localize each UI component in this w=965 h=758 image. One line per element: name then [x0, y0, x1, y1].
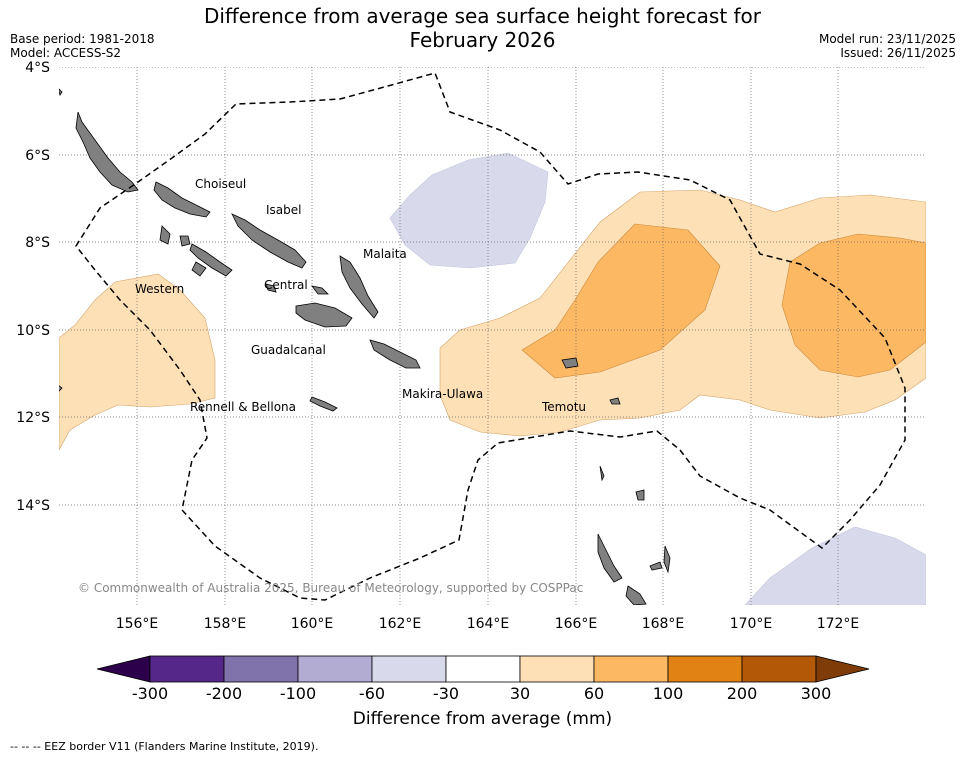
map-title: Difference from average sea surface heig…	[0, 4, 965, 52]
lat-label: 10°S	[16, 323, 50, 339]
colorbar-tick: 300	[801, 684, 832, 700]
colorbar-tick: -30	[433, 684, 459, 700]
province-labels: Choiseul Isabel Malaita Western Central …	[135, 177, 586, 414]
island-isabel	[231, 213, 307, 269]
island-makira	[369, 339, 421, 369]
lon-label: 162°E	[379, 616, 422, 632]
island-lord-howe	[59, 88, 63, 96]
label-choiseul: Choiseul	[195, 177, 246, 191]
island-florida	[311, 285, 329, 295]
island-nukumanu	[59, 385, 63, 392]
eez-border	[75, 72, 906, 601]
colorbar-segment	[445, 655, 521, 683]
island-rendova	[191, 261, 207, 277]
island-santa-cruz	[561, 357, 579, 369]
meta-left: Base period: 1981-2018 Model: ACCESS-S2	[10, 32, 155, 60]
label-malaita: Malaita	[363, 247, 407, 261]
island-maewo	[663, 545, 671, 574]
colorbar-segment	[371, 655, 447, 683]
colorbar-extend-high	[815, 655, 870, 683]
lon-label: 160°E	[291, 616, 334, 632]
colorbar-extend-low	[96, 655, 151, 683]
island-malakula	[625, 585, 647, 605]
island-espiritu-santo	[597, 533, 623, 583]
colorbar-tick: -60	[359, 684, 385, 700]
lon-label: 168°E	[642, 616, 685, 632]
lon-label: 166°E	[555, 616, 598, 632]
lat-label: 4°S	[25, 60, 50, 76]
title-line-1: Difference from average sea surface heig…	[203, 4, 762, 28]
island-rennell	[309, 396, 338, 412]
island-choiseul	[153, 181, 211, 218]
island-vanikoro	[609, 397, 621, 405]
label-central: Central	[264, 278, 308, 292]
island-russell	[265, 283, 277, 293]
eez-legend-note: -- -- -- EEZ border V11 (Flanders Marine…	[10, 740, 319, 753]
latitude-labels: 4°S 6°S 8°S 10°S 12°S 14°S	[16, 60, 50, 514]
colorbar-tick: 60	[584, 684, 604, 700]
colorbar-segment	[223, 655, 299, 683]
copyright-note: © Commonwealth of Australia 2025, Bureau…	[78, 581, 583, 595]
colorbar-label: Difference from average (mm)	[352, 709, 613, 729]
colorbar-ticks: -300 -200 -100 -60 -30 30 60 100 200 300	[132, 684, 831, 700]
colorbar-segment	[593, 655, 669, 683]
label-temotu: Temotu	[541, 400, 586, 414]
colorbar-segment	[149, 655, 225, 683]
colorbar-segment	[741, 655, 817, 683]
island-torres	[599, 465, 605, 482]
label-western: Western	[135, 282, 184, 296]
anomaly-contour-minus30-minus60-north	[389, 152, 549, 269]
colorbar-tick: -100	[280, 684, 316, 700]
model-run: Model run: 23/11/2025	[818, 32, 956, 46]
lat-label: 14°S	[16, 498, 50, 514]
label-makira-ulawa: Makira-Ulawa	[402, 387, 483, 401]
island-new-georgia	[189, 243, 233, 277]
colorbar-tick: -200	[206, 684, 242, 700]
island-banks	[635, 489, 645, 501]
map-figure: Choiseul Isabel Malaita Western Central …	[16, 60, 926, 700]
island-malaita	[339, 255, 379, 319]
colorbar-segment	[519, 655, 595, 683]
colorbar-tick: -300	[132, 684, 168, 700]
lon-label: 164°E	[467, 616, 510, 632]
label-isabel: Isabel	[266, 203, 301, 217]
lon-label: 156°E	[116, 616, 159, 632]
meta-right: Model run: 23/11/2025 Issued: 26/11/2025	[819, 32, 956, 60]
island-vella-lavella	[159, 225, 171, 245]
lat-label: 12°S	[16, 410, 50, 426]
label-guadalcanal: Guadalcanal	[251, 343, 326, 357]
lat-label: 8°S	[25, 235, 50, 251]
island-guadalcanal	[295, 302, 353, 328]
lat-label: 6°S	[25, 148, 50, 164]
colorbar-tick: 30	[510, 684, 530, 700]
land-masses	[59, 88, 671, 605]
island-bougainville	[75, 111, 139, 193]
colorbar-segment	[667, 655, 743, 683]
anomaly-contour-60-100-east-a	[521, 223, 721, 379]
colorbar-segment	[297, 655, 373, 683]
colorbar	[96, 655, 870, 683]
island-ambae	[649, 561, 663, 571]
label-rennell-bellona: Rennell & Bellona	[190, 400, 296, 414]
colorbar-tick: 200	[727, 684, 758, 700]
colorbar-tick: 100	[653, 684, 684, 700]
issued-date: Issued: 26/11/2025	[840, 46, 956, 60]
lon-label: 170°E	[730, 616, 773, 632]
island-kolombangara	[179, 235, 191, 247]
map-area	[59, 67, 926, 605]
title-line-2: February 2026	[409, 28, 556, 52]
longitude-labels: 156°E 158°E 160°E 162°E 164°E 166°E 168°…	[116, 616, 860, 632]
lon-label: 158°E	[204, 616, 247, 632]
anomaly-contour-minus30-minus60-southeast	[744, 526, 926, 605]
lon-label: 172°E	[817, 616, 860, 632]
model-name: Model: ACCESS-S2	[10, 46, 122, 60]
base-period: Base period: 1981-2018	[10, 32, 155, 46]
